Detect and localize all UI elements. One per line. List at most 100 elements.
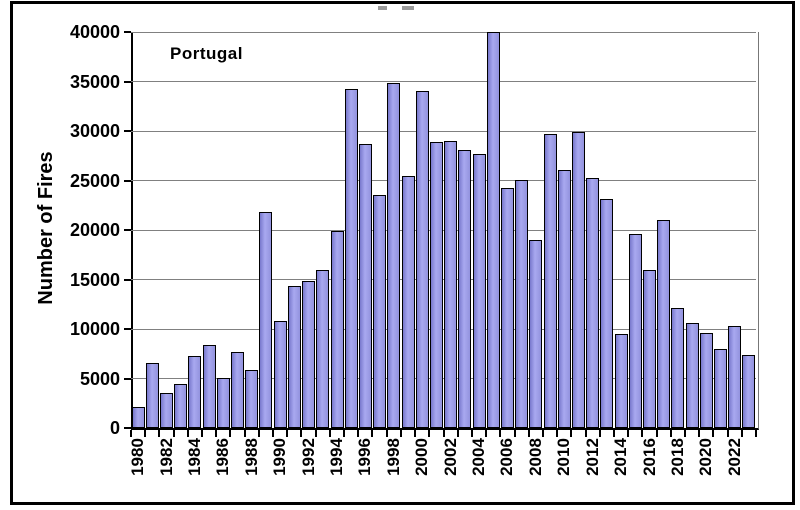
y-axis-tick: [124, 229, 131, 231]
x-tick-label: 1998: [383, 438, 403, 476]
y-axis-tick: [124, 377, 131, 380]
bar-2023: [742, 355, 756, 428]
x-axis-tick: [683, 430, 686, 437]
x-axis-tick: [513, 430, 516, 437]
bar-1980: [131, 407, 145, 428]
bar-1989: [259, 212, 273, 428]
x-tick-label: 1994: [327, 438, 346, 476]
x-axis-tick: [314, 430, 317, 437]
x-axis-tick: [286, 430, 289, 437]
y-tick-label: 0: [109, 418, 120, 438]
x-axis-tick: [456, 430, 459, 437]
x-axis-tick: [712, 430, 715, 437]
bar-2008: [529, 240, 543, 428]
gridline: [131, 279, 756, 280]
y-axis-tick: [124, 328, 131, 330]
y-tick-label: 35000: [69, 71, 120, 92]
gridline: [131, 328, 756, 330]
country-label: Portugal: [170, 44, 243, 63]
bar-1988: [245, 370, 259, 428]
y-tick-label: 5000: [79, 368, 120, 389]
gridline: [131, 180, 756, 181]
x-axis-tick: [584, 430, 587, 437]
x-axis-tick: [300, 430, 303, 437]
x-tick-label: 2014: [611, 438, 631, 476]
y-tick-label: 10000: [69, 319, 120, 339]
bar-1996: [358, 144, 372, 428]
x-axis-tick: [130, 430, 132, 437]
x-axis-tick: [357, 430, 360, 437]
gridline: [131, 378, 756, 379]
x-axis-tick: [414, 430, 417, 437]
bar-1983: [174, 384, 188, 428]
y-axis-tick: [124, 427, 131, 429]
x-axis-tick: [726, 430, 729, 437]
bar-1981: [145, 363, 159, 428]
x-tick-label: 1990: [270, 438, 290, 476]
x-tick-label: 2000: [412, 438, 432, 476]
x-axis-tick: [499, 430, 502, 437]
bar-2019: [685, 323, 699, 428]
x-tick-label: 1984: [184, 438, 204, 476]
x-axis-tick: [257, 430, 260, 437]
bar-2021: [714, 349, 727, 428]
bar-1985: [202, 345, 216, 428]
x-axis-tick: [570, 430, 573, 437]
x-tick-label: 1986: [213, 438, 233, 476]
x-axis-tick: [215, 430, 218, 437]
bar-1997: [373, 195, 387, 428]
bar-2020: [699, 333, 713, 428]
x-axis-tick: [399, 430, 402, 437]
y-axis-tick: [124, 179, 131, 182]
x-axis-tick: [627, 430, 630, 437]
bar-1987: [231, 352, 244, 428]
y-tick-label: 15000: [69, 269, 120, 290]
gridline: [131, 229, 756, 231]
x-axis-tick: [158, 430, 161, 437]
bar-2013: [600, 199, 614, 428]
x-axis-tick: [442, 430, 445, 437]
y-tick-label: 20000: [69, 220, 120, 240]
bar-1993: [316, 270, 330, 428]
x-axis-tick: [612, 430, 615, 437]
x-axis-tick: [470, 430, 473, 437]
x-axis-tick: [229, 430, 232, 437]
bar-1995: [344, 89, 358, 428]
x-axis-tick: [755, 430, 757, 437]
x-axis-tick: [328, 430, 331, 437]
x-tick-label: 2010: [554, 438, 574, 476]
x-tick-label: 2012: [582, 438, 602, 476]
x-axis-tick: [172, 430, 175, 437]
bar-2015: [628, 234, 642, 428]
gridline: [131, 31, 756, 33]
x-tick-label: 1992: [298, 438, 318, 476]
x-axis-tick: [371, 430, 374, 437]
bar-2017: [657, 220, 671, 428]
x-axis-tick: [201, 430, 204, 437]
bar-1994: [330, 231, 344, 428]
cropped-text-artifact: [402, 6, 414, 10]
x-axis-tick: [186, 430, 189, 437]
x-axis-tick: [527, 430, 530, 437]
x-tick-label: 2004: [469, 438, 488, 476]
bar-1999: [401, 176, 415, 428]
bar-1991: [287, 286, 301, 428]
bar-2022: [728, 326, 742, 428]
x-axis-tick: [243, 430, 246, 437]
x-tick-label: 2008: [525, 438, 545, 476]
x-axis-tick: [641, 430, 644, 437]
x-axis-tick: [485, 430, 488, 437]
x-axis-tick: [669, 430, 672, 437]
bar-2010: [557, 170, 571, 428]
x-tick-label: 1996: [355, 438, 375, 476]
x-axis-tick: [598, 430, 601, 437]
gridline: [131, 130, 756, 132]
y-tick-label: 25000: [69, 170, 120, 191]
x-tick-label: 1988: [241, 438, 261, 476]
y-axis-tick: [124, 80, 131, 83]
x-axis-tick: [272, 430, 275, 437]
bar-2004: [472, 154, 486, 428]
x-axis-tick: [655, 430, 658, 437]
gridline: [131, 81, 756, 82]
bar-1998: [387, 83, 401, 428]
